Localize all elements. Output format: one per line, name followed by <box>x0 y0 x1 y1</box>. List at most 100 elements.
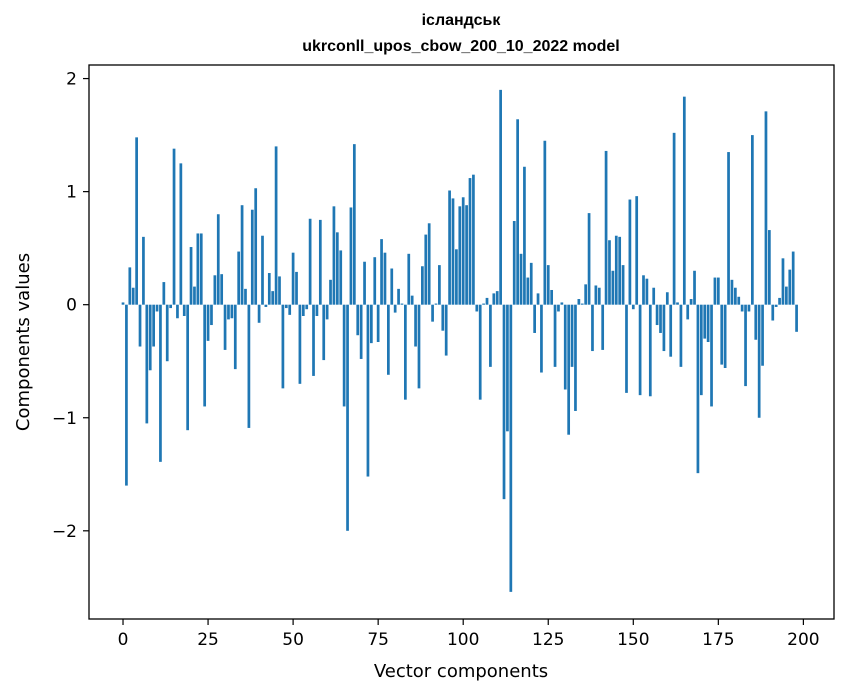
bar <box>659 304 662 333</box>
bar <box>387 304 390 375</box>
bar <box>220 274 224 305</box>
bar <box>781 258 785 305</box>
bar <box>261 235 264 305</box>
bar <box>284 304 288 309</box>
bar <box>693 270 696 305</box>
bar <box>795 304 798 332</box>
bar <box>574 304 577 411</box>
bar <box>774 304 778 307</box>
bar <box>427 223 431 305</box>
bar <box>373 257 377 305</box>
bar <box>665 292 669 305</box>
bar <box>250 209 254 305</box>
bar <box>244 288 247 305</box>
bar <box>689 299 693 305</box>
bar <box>421 266 424 305</box>
bar <box>601 304 605 350</box>
bar <box>281 304 285 389</box>
bar <box>329 279 332 305</box>
bar <box>563 304 567 390</box>
x-tick-label: 125 <box>532 630 564 650</box>
y-axis-label: Components values <box>13 253 34 431</box>
bar <box>526 277 530 305</box>
bar <box>301 304 305 316</box>
bar <box>213 275 217 305</box>
bar <box>519 253 523 305</box>
bar <box>271 291 275 305</box>
bar <box>369 304 373 344</box>
bar <box>482 303 485 305</box>
bar <box>733 287 737 305</box>
bar <box>489 304 492 367</box>
bar <box>768 230 771 305</box>
bar <box>315 304 319 316</box>
bar <box>400 303 404 305</box>
bar <box>390 268 394 305</box>
bar <box>761 304 764 366</box>
bar <box>635 196 639 305</box>
bar <box>349 207 353 305</box>
bar <box>267 273 271 305</box>
bar <box>597 287 601 305</box>
bar <box>295 271 298 305</box>
bar <box>142 236 145 305</box>
bar <box>686 304 690 320</box>
bar <box>778 297 781 305</box>
bar <box>740 304 744 312</box>
bar <box>193 286 196 305</box>
bar <box>305 304 309 310</box>
bar <box>676 302 679 305</box>
bar <box>757 304 761 418</box>
bar <box>404 304 407 400</box>
bar <box>148 304 152 371</box>
bar <box>587 213 591 305</box>
bar <box>414 304 417 347</box>
bar <box>560 302 564 305</box>
bar <box>257 304 261 323</box>
bar <box>444 304 448 356</box>
bar <box>179 163 183 305</box>
bar <box>227 304 230 320</box>
bar <box>291 252 295 305</box>
bar <box>308 218 312 305</box>
bar <box>359 304 363 359</box>
bar <box>352 144 356 305</box>
bar <box>672 132 676 305</box>
bar <box>448 190 451 305</box>
bar <box>682 96 686 305</box>
bar <box>125 304 128 486</box>
bar <box>199 233 203 305</box>
bar <box>247 304 251 428</box>
y-axis-ticks: −2 −1 0 1 2 <box>52 70 89 542</box>
x-axis-label: Vector components <box>374 661 548 682</box>
bar <box>186 304 190 431</box>
bar <box>533 304 536 333</box>
bar <box>121 302 125 305</box>
bar <box>710 304 713 407</box>
bar <box>288 304 292 315</box>
bar <box>679 304 683 367</box>
bar <box>145 304 149 424</box>
bar <box>138 304 142 347</box>
chart-title-line1: ісландськ <box>422 12 502 29</box>
bar <box>312 304 315 376</box>
bar <box>322 304 326 361</box>
bar <box>461 197 465 305</box>
bar <box>706 304 710 342</box>
bar <box>785 286 788 305</box>
x-tick-label: 175 <box>702 630 734 650</box>
bar <box>434 303 438 305</box>
y-tick-label: 1 <box>66 183 77 203</box>
bar <box>206 304 210 341</box>
bar <box>557 304 560 312</box>
bar <box>662 304 666 352</box>
bar <box>485 297 489 305</box>
bar <box>366 304 370 477</box>
bar <box>468 178 472 305</box>
bar <box>730 279 734 305</box>
x-tick-label: 50 <box>282 630 304 650</box>
bar <box>716 277 720 305</box>
bar <box>410 295 414 305</box>
bar <box>363 261 366 305</box>
